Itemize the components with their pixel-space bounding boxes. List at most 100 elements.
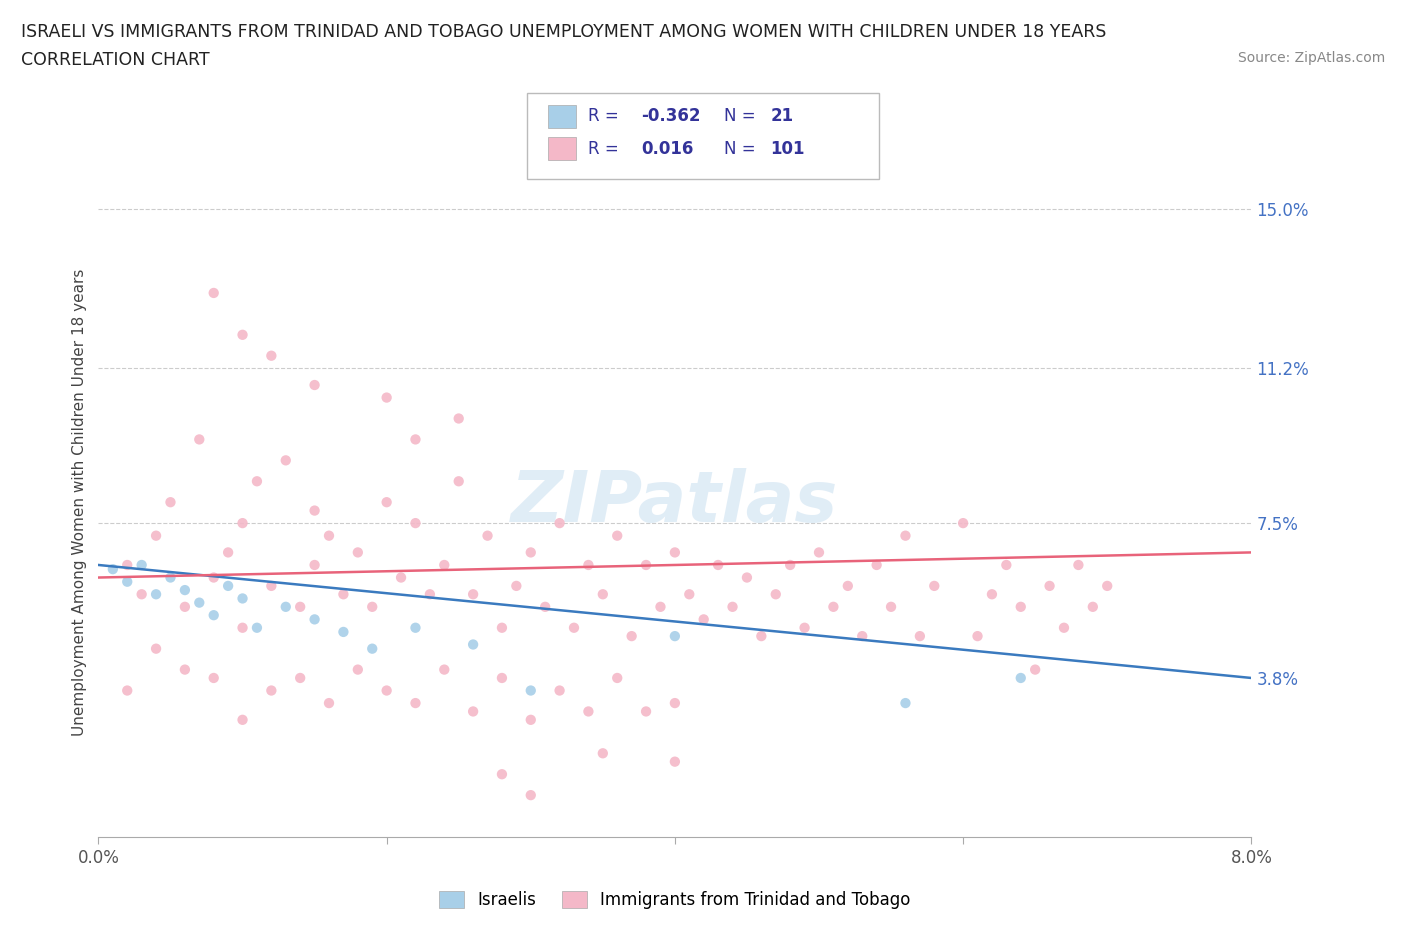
Point [405, 696, 427, 711]
Point [231, 591, 254, 606]
Point [807, 545, 830, 560]
Point [260, 578, 283, 593]
Point [1081, 600, 1104, 615]
Point [636, 704, 658, 719]
Point [260, 683, 283, 698]
Point [117, 683, 139, 698]
Point [1010, 600, 1032, 615]
Point [491, 671, 513, 685]
Point [981, 587, 1004, 602]
Point [202, 608, 225, 623]
Point [231, 516, 254, 531]
Point [1053, 620, 1076, 635]
Legend: Israelis, Immigrants from Trinidad and Tobago: Israelis, Immigrants from Trinidad and T… [433, 884, 917, 916]
Point [231, 712, 254, 727]
Point [202, 671, 225, 685]
Point [606, 528, 628, 543]
Point [1067, 558, 1090, 573]
Point [188, 595, 211, 610]
Point [447, 411, 470, 426]
Point [290, 600, 312, 615]
Point [765, 587, 787, 602]
Point [1097, 578, 1119, 593]
Point [131, 587, 153, 602]
Point [1038, 578, 1062, 593]
Point [678, 587, 700, 602]
Point [837, 578, 859, 593]
Point [793, 620, 815, 635]
Point [346, 662, 368, 677]
Text: 0.016: 0.016 [641, 140, 693, 158]
Text: CORRELATION CHART: CORRELATION CHART [21, 51, 209, 69]
Text: 101: 101 [770, 140, 806, 158]
Point [924, 578, 946, 593]
Point [664, 629, 686, 644]
Text: N =: N = [724, 140, 761, 158]
Point [823, 600, 845, 615]
Point [145, 587, 167, 602]
Point [274, 600, 297, 615]
Point [491, 620, 513, 635]
Point [159, 570, 181, 585]
Point [880, 600, 903, 615]
Point [636, 558, 658, 573]
Point [952, 516, 974, 531]
Point [520, 788, 543, 803]
Point [145, 528, 167, 543]
Point [866, 558, 889, 573]
Point [389, 570, 412, 585]
Point [174, 600, 197, 615]
Point [274, 453, 297, 468]
Point [217, 545, 239, 560]
Point [592, 746, 614, 761]
Text: R =: R = [588, 107, 624, 126]
Point [375, 391, 398, 405]
Point [419, 587, 441, 602]
Point [995, 558, 1018, 573]
Point [260, 349, 283, 364]
Point [894, 528, 917, 543]
Point [548, 516, 571, 531]
Point [217, 578, 239, 593]
Point [361, 642, 384, 657]
Point [332, 587, 354, 602]
Point [405, 620, 427, 635]
Point [1024, 662, 1046, 677]
Point [101, 562, 124, 577]
Point [578, 704, 600, 719]
Point [650, 600, 672, 615]
Point [461, 637, 484, 652]
Point [332, 625, 354, 640]
Text: N =: N = [724, 107, 761, 126]
Point [1010, 671, 1032, 685]
Point [592, 587, 614, 602]
Point [505, 578, 527, 593]
Point [664, 754, 686, 769]
Text: Source: ZipAtlas.com: Source: ZipAtlas.com [1237, 51, 1385, 65]
Text: ZIPatlas: ZIPatlas [512, 468, 838, 537]
Point [188, 432, 211, 447]
Point [231, 327, 254, 342]
Text: 21: 21 [770, 107, 793, 126]
Point [246, 620, 269, 635]
Point [520, 683, 543, 698]
Point [606, 671, 628, 685]
Point [491, 766, 513, 781]
Point [405, 516, 427, 531]
Point [461, 704, 484, 719]
Point [664, 696, 686, 711]
Point [117, 575, 139, 590]
Point [477, 528, 499, 543]
Point [908, 629, 931, 644]
Point [433, 662, 456, 677]
Point [304, 503, 326, 518]
Point [145, 642, 167, 657]
Point [721, 600, 744, 615]
Point [534, 600, 557, 615]
Point [548, 683, 571, 698]
Point [361, 600, 384, 615]
Point [159, 495, 181, 510]
Point [966, 629, 988, 644]
Point [304, 612, 326, 627]
Point [375, 683, 398, 698]
